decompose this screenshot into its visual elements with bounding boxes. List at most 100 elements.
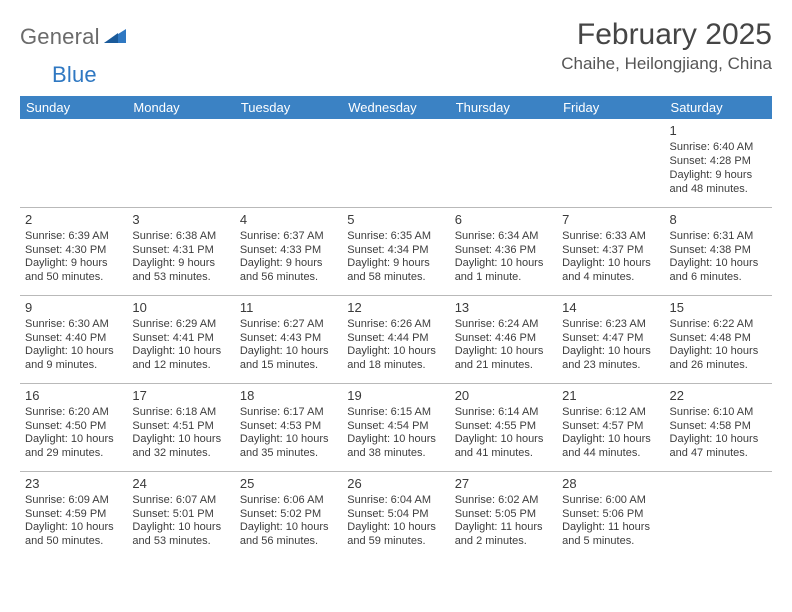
calendar-day-cell: 6Sunrise: 6:34 AMSunset: 4:36 PMDaylight…	[450, 207, 557, 295]
daylight-text: Daylight: 10 hours and 35 minutes.	[240, 433, 337, 461]
calendar-day-cell: 25Sunrise: 6:06 AMSunset: 5:02 PMDayligh…	[235, 471, 342, 559]
logo: General	[20, 18, 128, 50]
daylight-text: Daylight: 9 hours and 50 minutes.	[25, 257, 122, 285]
calendar-day-cell: 5Sunrise: 6:35 AMSunset: 4:34 PMDaylight…	[342, 207, 449, 295]
sunrise-text: Sunrise: 6:12 AM	[562, 406, 659, 420]
sunrise-text: Sunrise: 6:14 AM	[455, 406, 552, 420]
calendar-day-cell: 17 Sunrise: 6:18 AMSunset: 4:51 PMDayligh…	[127, 383, 234, 471]
sunrise-text: Sunrise: 6:34 AM	[455, 230, 552, 244]
sunrise-text: Sunrise: 6:17 AM	[240, 406, 337, 420]
day-number: 14	[562, 300, 659, 316]
daylight-text: Daylight: 10 hours and 59 minutes.	[347, 521, 444, 549]
sunrise-text: Sunrise: 6:18 AM	[132, 406, 229, 420]
calendar-week-row: 16Sunrise: 6:20 AMSunset: 4:50 PMDayligh…	[20, 383, 772, 471]
sunrise-text: Sunrise: 6:40 AM	[670, 141, 767, 155]
sunrise-text: Sunrise: 6:22 AM	[670, 318, 767, 332]
calendar-day-cell: 21Sunrise: 6:12 AMSunset: 4:57 PMDayligh…	[557, 383, 664, 471]
sunset-text: Sunset: 4:34 PM	[347, 244, 444, 258]
sunset-text: Sunset: 5:06 PM	[562, 508, 659, 522]
daylight-text: Daylight: 11 hours and 2 minutes.	[455, 521, 552, 549]
logo-text-blue: Blue	[52, 62, 97, 88]
sunset-text: Sunset: 4:53 PM	[240, 420, 337, 434]
day-number: 13	[455, 300, 552, 316]
calendar-day-cell: 16Sunrise: 6:20 AMSunset: 4:50 PMDayligh…	[20, 383, 127, 471]
location-subtitle: Chaihe, Heilongjiang, China	[561, 54, 772, 74]
daylight-text: Daylight: 9 hours and 48 minutes.	[670, 169, 767, 197]
day-number: 8	[670, 212, 767, 228]
sunrise-text: Sunrise: 6:04 AM	[347, 494, 444, 508]
daylight-text: Daylight: 10 hours and 18 minutes.	[347, 345, 444, 373]
calendar-day-cell	[665, 471, 772, 559]
sunset-text: Sunset: 4:59 PM	[25, 508, 122, 522]
day-number: 11	[240, 300, 337, 316]
calendar-day-cell: 10Sunrise: 6:29 AMSunset: 4:41 PMDayligh…	[127, 295, 234, 383]
daylight-text: Daylight: 10 hours and 41 minutes.	[455, 433, 552, 461]
sunset-text: Sunset: 5:04 PM	[347, 508, 444, 522]
calendar-day-cell: 14Sunrise: 6:23 AMSunset: 4:47 PMDayligh…	[557, 295, 664, 383]
calendar-week-row: 23Sunrise: 6:09 AMSunset: 4:59 PMDayligh…	[20, 471, 772, 559]
daylight-text: Daylight: 10 hours and 21 minutes.	[455, 345, 552, 373]
logo-triangle-icon	[104, 27, 126, 48]
daylight-text: Daylight: 10 hours and 38 minutes.	[347, 433, 444, 461]
daylight-text: Daylight: 10 hours and 12 minutes.	[132, 345, 229, 373]
calendar-day-cell	[127, 119, 234, 207]
daylight-text: Daylight: 10 hours and 1 minute.	[455, 257, 552, 285]
sunset-text: Sunset: 4:41 PM	[132, 332, 229, 346]
sunrise-text: Sunrise: 6:10 AM	[670, 406, 767, 420]
sunset-text: Sunset: 4:58 PM	[670, 420, 767, 434]
sunrise-text: Sunrise: 6:07 AM	[132, 494, 229, 508]
daylight-text: Daylight: 10 hours and 6 minutes.	[670, 257, 767, 285]
sunset-text: Sunset: 4:47 PM	[562, 332, 659, 346]
sunrise-text: Sunrise: 6:02 AM	[455, 494, 552, 508]
daylight-text: Daylight: 10 hours and 26 minutes.	[670, 345, 767, 373]
daylight-text: Daylight: 9 hours and 53 minutes.	[132, 257, 229, 285]
calendar-week-row: 9Sunrise: 6:30 AMSunset: 4:40 PMDaylight…	[20, 295, 772, 383]
daylight-text: Daylight: 10 hours and 15 minutes.	[240, 345, 337, 373]
day-number: 20	[455, 388, 552, 404]
daylight-text: Daylight: 10 hours and 9 minutes.	[25, 345, 122, 373]
calendar-week-row: 1 Sunrise: 6:40 AMSunset: 4:28 PMDaylight…	[20, 119, 772, 207]
sunset-text: Sunset: 4:51 PM	[132, 420, 229, 434]
calendar-day-cell: 28Sunrise: 6:00 AMSunset: 5:06 PMDayligh…	[557, 471, 664, 559]
weekday-header: Tuesday	[235, 96, 342, 119]
sunrise-text: Sunrise: 6:15 AM	[347, 406, 444, 420]
sunrise-text: Sunrise: 6:27 AM	[240, 318, 337, 332]
calendar-day-cell: 27Sunrise: 6:02 AMSunset: 5:05 PMDayligh…	[450, 471, 557, 559]
day-number: 17	[132, 388, 229, 404]
sunrise-text: Sunrise: 6:00 AM	[562, 494, 659, 508]
day-number: 23	[25, 476, 122, 492]
sunset-text: Sunset: 4:33 PM	[240, 244, 337, 258]
logo-text-general: General	[20, 24, 100, 50]
calendar-day-cell	[557, 119, 664, 207]
sunset-text: Sunset: 4:37 PM	[562, 244, 659, 258]
day-number: 4	[240, 212, 337, 228]
sunset-text: Sunset: 5:05 PM	[455, 508, 552, 522]
sunset-text: Sunset: 4:36 PM	[455, 244, 552, 258]
daylight-text: Daylight: 10 hours and 50 minutes.	[25, 521, 122, 549]
weekday-header: Sunday	[20, 96, 127, 119]
day-number: 5	[347, 212, 444, 228]
calendar-day-cell: 24Sunrise: 6:07 AMSunset: 5:01 PMDayligh…	[127, 471, 234, 559]
day-number: 3	[132, 212, 229, 228]
day-number: 28	[562, 476, 659, 492]
day-number: 7	[562, 212, 659, 228]
calendar-day-cell: 26Sunrise: 6:04 AMSunset: 5:04 PMDayligh…	[342, 471, 449, 559]
day-number: 21	[562, 388, 659, 404]
day-number: 24	[132, 476, 229, 492]
sunset-text: Sunset: 5:01 PM	[132, 508, 229, 522]
calendar-day-cell	[235, 119, 342, 207]
daylight-text: Daylight: 10 hours and 32 minutes.	[132, 433, 229, 461]
daylight-text: Daylight: 10 hours and 29 minutes.	[25, 433, 122, 461]
daylight-text: Daylight: 9 hours and 58 minutes.	[347, 257, 444, 285]
weekday-header: Monday	[127, 96, 234, 119]
day-number: 1	[670, 123, 767, 139]
day-number: 10	[132, 300, 229, 316]
sunset-text: Sunset: 4:40 PM	[25, 332, 122, 346]
calendar-day-cell: 18Sunrise: 6:17 AMSunset: 4:53 PMDayligh…	[235, 383, 342, 471]
calendar-day-cell: 2Sunrise: 6:39 AMSunset: 4:30 PMDaylight…	[20, 207, 127, 295]
sunrise-text: Sunrise: 6:23 AM	[562, 318, 659, 332]
calendar-day-cell: 8Sunrise: 6:31 AMSunset: 4:38 PMDaylight…	[665, 207, 772, 295]
calendar-day-cell: 9Sunrise: 6:30 AMSunset: 4:40 PMDaylight…	[20, 295, 127, 383]
sunset-text: Sunset: 4:28 PM	[670, 155, 767, 169]
sunrise-text: Sunrise: 6:38 AM	[132, 230, 229, 244]
